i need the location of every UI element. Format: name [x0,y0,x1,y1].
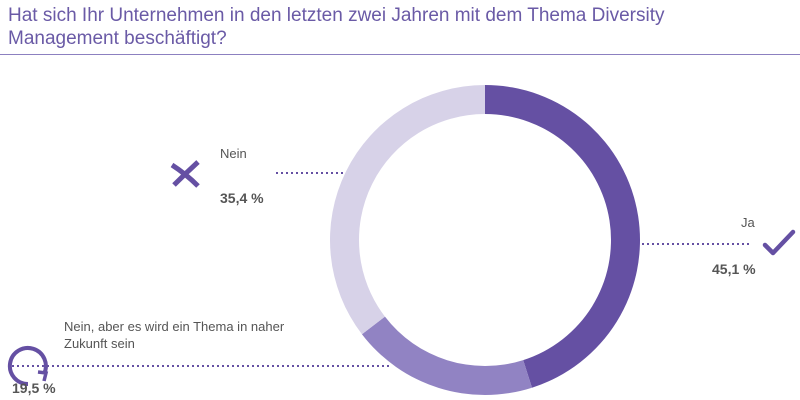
slice-ja [485,85,640,388]
cross-icon [170,160,200,188]
slice-label-nein: Nein [220,146,247,161]
slice-value-zukunft: 19,5 % [12,380,56,396]
circular-arrow-icon [7,346,49,387]
slice-value-nein: 35,4 % [220,190,264,206]
title-divider [0,54,800,55]
slice-label-ja: Ja [741,215,755,230]
slice-zukunft [361,316,532,395]
slice-label-zukunft: Nein, aber es wird ein Thema in naher Zu… [64,319,285,351]
slice-nein [330,85,485,335]
chart-title: Hat sich Ihr Unternehmen in den letzten … [8,5,665,49]
checkmark-icon [762,229,796,256]
slice-value-ja: 45,1 % [712,261,756,277]
